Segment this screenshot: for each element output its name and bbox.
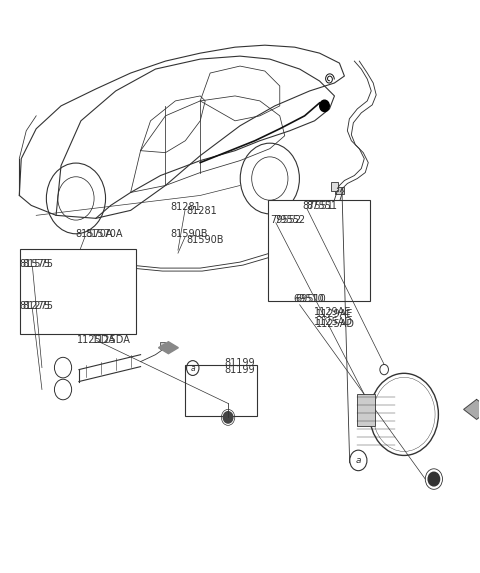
Text: 81199: 81199 (224, 366, 255, 375)
Text: 81281: 81281 (171, 202, 202, 211)
Text: 81575: 81575 (20, 258, 50, 269)
Text: 81590B: 81590B (187, 235, 224, 245)
Text: 1125AD: 1125AD (314, 317, 353, 327)
Bar (159, 342, 165, 349)
Text: a: a (356, 456, 361, 465)
Text: 87551: 87551 (302, 201, 333, 210)
Text: 69510: 69510 (293, 294, 324, 304)
Text: 1125DA: 1125DA (92, 335, 131, 344)
Text: 1125AD: 1125AD (316, 319, 355, 328)
Bar (268, 200, 370, 301)
Text: 81281: 81281 (187, 206, 217, 216)
Text: 79552: 79552 (275, 215, 305, 225)
Text: 81590B: 81590B (171, 229, 208, 239)
Circle shape (223, 411, 233, 423)
Bar (20, 249, 136, 334)
Bar (357, 394, 375, 426)
Text: 69510: 69510 (295, 294, 325, 304)
Text: 87551: 87551 (307, 201, 338, 210)
Text: 81199: 81199 (225, 359, 255, 368)
Bar (335, 187, 344, 194)
Text: 81275: 81275 (23, 301, 54, 312)
Text: 1125DA: 1125DA (77, 335, 116, 344)
Text: 81575: 81575 (23, 258, 54, 269)
Text: 81570A: 81570A (85, 229, 122, 239)
Text: 1129AE: 1129AE (314, 307, 351, 317)
Bar (331, 182, 338, 191)
Polygon shape (158, 342, 179, 354)
Polygon shape (464, 399, 480, 419)
Text: 1129AE: 1129AE (316, 309, 354, 319)
Circle shape (428, 472, 440, 486)
Text: 81275: 81275 (20, 301, 50, 312)
Text: 79552: 79552 (271, 215, 301, 225)
Circle shape (320, 100, 329, 112)
Bar (185, 364, 257, 416)
Text: a: a (191, 363, 195, 372)
Text: 81570A: 81570A (75, 229, 113, 239)
